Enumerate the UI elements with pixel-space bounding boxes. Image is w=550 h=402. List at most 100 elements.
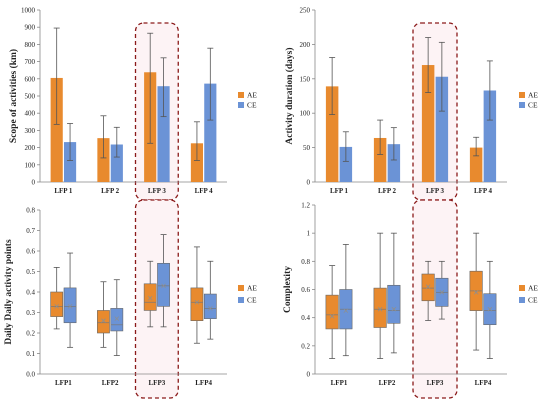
y-tick-label: 50 bbox=[303, 144, 311, 152]
box-ce bbox=[63, 287, 77, 324]
legend-label: CE bbox=[247, 101, 257, 110]
bar-ce bbox=[157, 86, 170, 182]
legend-swatch-ce bbox=[238, 297, 244, 303]
box-ae bbox=[50, 291, 64, 317]
legend-label: AE bbox=[528, 284, 538, 293]
x-tick-label: LFP 1 bbox=[54, 187, 73, 195]
legend-label: AE bbox=[247, 91, 257, 100]
y-tick-label: 100 bbox=[300, 110, 311, 118]
mean-marker bbox=[67, 304, 73, 309]
y-tick-label: 150 bbox=[300, 75, 311, 83]
y-tick-label: 0 bbox=[307, 179, 311, 187]
x-tick-label: LFP4 bbox=[475, 379, 492, 387]
bar-ce bbox=[387, 144, 401, 182]
y-tick-label: 200 bbox=[300, 41, 311, 49]
y-tick-label: 0.2 bbox=[26, 330, 35, 338]
legend-swatch-ce bbox=[519, 102, 525, 108]
mean-marker bbox=[473, 290, 479, 295]
mean-marker bbox=[425, 284, 431, 289]
y-tick-label: 0.0 bbox=[26, 371, 35, 379]
box-ae bbox=[325, 294, 339, 330]
x-tick-label: LFP4 bbox=[195, 379, 212, 387]
y-tick-label: 0 bbox=[307, 371, 311, 379]
y-tick-label: 700 bbox=[25, 58, 36, 66]
y-tick-label: 0.8 bbox=[301, 258, 310, 266]
y-tick-label: 500 bbox=[25, 93, 36, 101]
x-tick-label: LFP 4 bbox=[195, 187, 214, 195]
mean-marker bbox=[114, 316, 120, 321]
legend-label: CE bbox=[247, 296, 257, 305]
legend-swatch-ae bbox=[519, 285, 525, 291]
box-ae bbox=[373, 287, 387, 328]
mean-marker bbox=[208, 306, 213, 311]
legend-swatch-ce bbox=[238, 102, 244, 108]
bar-ae bbox=[325, 86, 339, 182]
mean-marker bbox=[377, 306, 383, 312]
y-tick-label: 0 bbox=[32, 179, 36, 187]
y-axis-label: Complexity bbox=[283, 266, 293, 313]
y-tick-label: 0.2 bbox=[301, 342, 310, 350]
bar-ae bbox=[190, 143, 204, 182]
y-tick-label: 1 bbox=[307, 230, 311, 238]
mean-marker bbox=[194, 299, 200, 305]
y-axis-label: Scope of activities (km) bbox=[8, 49, 19, 143]
chart-panel-p3: 0.0 0.1 0.2 0.3 0.4 0.5 0.6 0.7 0.8 Daily Daily a… bbox=[4, 199, 257, 399]
y-tick-label: 250 bbox=[300, 7, 311, 15]
y-tick-label: 600 bbox=[25, 75, 36, 83]
chart-panel-p1: 0 100 200 300 400 500 600 700 800 900 1000 Scope of… bbox=[8, 7, 257, 201]
mean-marker bbox=[343, 308, 349, 313]
x-tick-label: LFP2 bbox=[102, 379, 119, 387]
x-tick-label: LFP2 bbox=[379, 379, 396, 387]
bar-ce bbox=[204, 83, 217, 182]
x-tick-label: LFP 1 bbox=[330, 187, 349, 195]
box-ce bbox=[387, 284, 401, 324]
highlight-box bbox=[412, 199, 458, 399]
y-tick-label: 900 bbox=[25, 24, 36, 32]
x-tick-label: LFP 3 bbox=[148, 187, 167, 195]
legend-label: CE bbox=[528, 296, 538, 305]
y-axis-label: Daily Daily activity points bbox=[4, 239, 14, 345]
highlight-box bbox=[412, 22, 458, 201]
bar-ae bbox=[50, 77, 63, 182]
bar-ce bbox=[63, 142, 77, 182]
bar-ae bbox=[373, 137, 387, 182]
bar-ae bbox=[421, 65, 435, 182]
bar-ce bbox=[339, 146, 353, 182]
y-tick-label: 800 bbox=[25, 41, 36, 49]
x-tick-label: LFP1 bbox=[331, 379, 348, 387]
mean-marker bbox=[147, 295, 153, 301]
x-tick-label: LFP 4 bbox=[474, 187, 493, 195]
y-tick-label: 200 bbox=[25, 144, 36, 152]
y-tick-label: 0.8 bbox=[26, 207, 35, 215]
bar-ae bbox=[469, 147, 483, 182]
x-tick-label: LFP3 bbox=[149, 379, 166, 387]
x-tick-label: LFP 2 bbox=[378, 187, 397, 195]
y-tick-label: 0.1 bbox=[26, 350, 35, 358]
y-axis-label: Activity duration (days) bbox=[284, 47, 295, 144]
legend-swatch-ce bbox=[519, 297, 525, 303]
x-tick-label: LFP 2 bbox=[101, 187, 120, 195]
y-tick-label: 0.4 bbox=[26, 289, 35, 297]
legend-label: CE bbox=[528, 101, 538, 110]
box-ce bbox=[157, 262, 170, 307]
legend-swatch-ae bbox=[238, 92, 244, 98]
y-tick-label: 0.6 bbox=[26, 248, 35, 256]
y-tick-label: 100 bbox=[25, 161, 36, 169]
y-tick-label: 0.3 bbox=[26, 309, 35, 317]
box-ae bbox=[190, 287, 204, 321]
x-tick-label: LFP1 bbox=[55, 379, 72, 387]
y-tick-label: 0.4 bbox=[301, 314, 310, 322]
y-tick-label: 0.6 bbox=[301, 286, 310, 294]
y-tick-label: 1.2 bbox=[301, 202, 310, 210]
legend-label: AE bbox=[528, 91, 538, 100]
mean-marker bbox=[101, 318, 106, 323]
bar-ce bbox=[483, 90, 497, 182]
y-tick-label: 400 bbox=[25, 110, 36, 118]
bar-ce bbox=[435, 76, 449, 182]
highlight-box bbox=[134, 199, 179, 399]
chart-panel-p2: 0 50 100 150 200 250 Activity duration (days) L… bbox=[284, 7, 538, 201]
legend-swatch-ae bbox=[519, 92, 525, 98]
box-ce bbox=[203, 293, 217, 319]
x-tick-label: LFP3 bbox=[427, 379, 444, 387]
